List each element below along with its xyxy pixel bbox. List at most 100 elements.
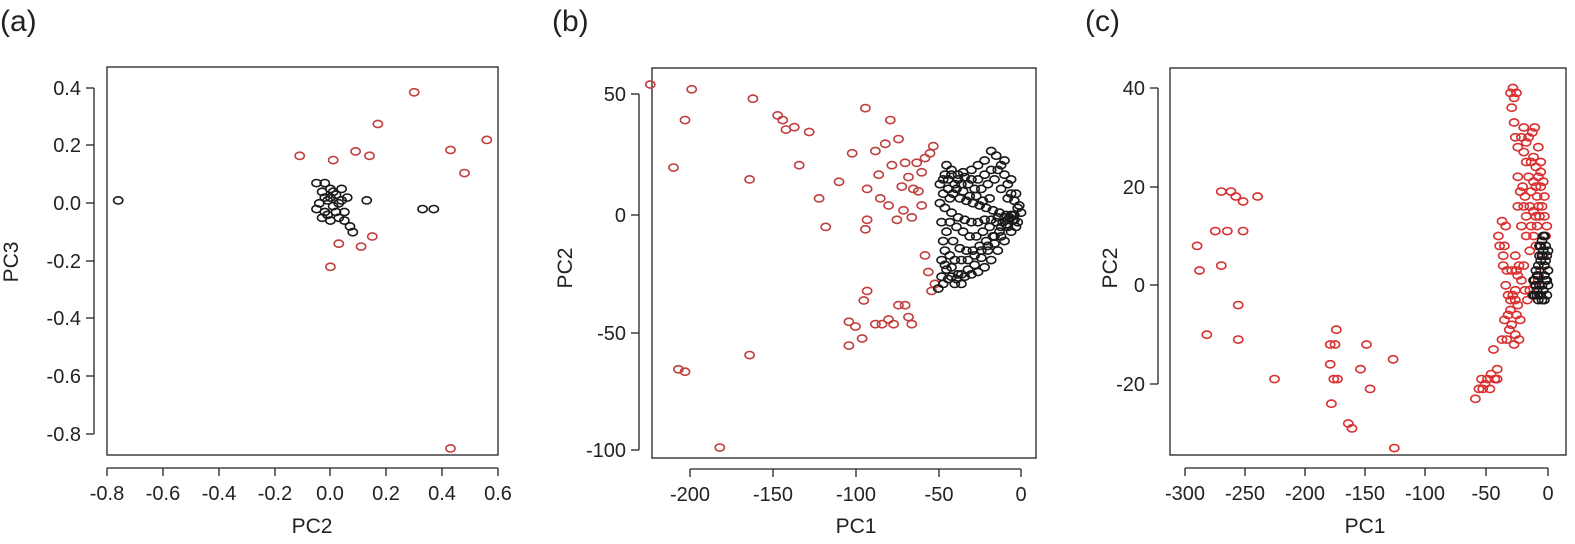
y-tick-label: -0.6	[47, 366, 81, 388]
data-point	[903, 312, 914, 322]
data-point	[1518, 261, 1530, 270]
data-point	[327, 155, 339, 165]
data-point	[1496, 335, 1508, 344]
data-point	[977, 227, 989, 237]
data-point	[1528, 152, 1539, 162]
data-point	[1230, 192, 1242, 201]
data-point	[1512, 201, 1524, 211]
data-point	[984, 193, 995, 203]
data-point	[1506, 103, 1518, 113]
data-point	[1516, 275, 1527, 285]
data-point	[937, 236, 949, 246]
data-point	[893, 134, 904, 144]
data-point	[995, 160, 1007, 170]
data-point	[1525, 221, 1537, 231]
data-point	[985, 255, 997, 265]
data-point	[686, 84, 698, 94]
data-point	[311, 204, 322, 214]
data-point	[1516, 132, 1527, 142]
panel-b: (b) -200 -150 -100 -50 0 50 0 -50 -100 PC1 PC2	[552, 5, 1037, 538]
y-tick-label: 40	[1123, 78, 1145, 100]
data-point	[1237, 197, 1249, 206]
data-point	[891, 215, 903, 225]
data-point	[990, 151, 1002, 161]
x-tick-label: -50	[925, 484, 954, 506]
data-point	[1534, 211, 1545, 221]
data-point	[803, 127, 815, 137]
data-point	[1329, 340, 1341, 349]
data-point	[946, 208, 957, 218]
data-point	[972, 267, 984, 277]
data-point	[916, 201, 928, 210]
x-tick-label: 0.6	[484, 483, 512, 505]
series-red	[644, 80, 941, 452]
data-point	[813, 193, 825, 203]
data-point	[1194, 266, 1205, 275]
series-black	[932, 146, 1027, 293]
data-point	[364, 151, 375, 161]
x-tick-label: -300	[1165, 483, 1205, 505]
plot-frame	[651, 67, 1037, 459]
data-point	[873, 170, 885, 180]
data-point	[936, 217, 947, 227]
data-point	[1535, 167, 1547, 177]
data-point	[969, 250, 981, 260]
panel-label: (c)	[1085, 5, 1120, 38]
y-tick-label: -50	[597, 323, 626, 345]
series-black	[112, 178, 440, 237]
data-point	[959, 215, 971, 225]
data-point	[1501, 335, 1513, 344]
data-point	[1509, 251, 1521, 261]
data-point	[1518, 123, 1530, 132]
data-point	[777, 115, 789, 125]
data-point	[957, 186, 969, 196]
data-point	[1535, 182, 1547, 192]
data-point	[294, 151, 306, 161]
data-point	[1531, 192, 1543, 201]
data-point	[984, 222, 995, 232]
x-tick-label: 0.0	[316, 483, 344, 505]
data-point	[926, 286, 937, 296]
data-point	[919, 250, 931, 260]
data-point	[1520, 211, 1532, 221]
data-point	[341, 193, 353, 202]
data-point	[1518, 147, 1530, 157]
x-tick-label: -50	[1472, 483, 1501, 505]
data-point	[1528, 275, 1539, 285]
data-point	[987, 205, 999, 215]
data-point	[1013, 201, 1025, 210]
data-point	[999, 156, 1010, 165]
plot-frame	[1169, 67, 1567, 456]
data-point	[954, 193, 966, 203]
data-point	[1532, 261, 1544, 270]
data-point	[1506, 320, 1518, 330]
data-point	[989, 174, 1000, 184]
x-tick-label: -200	[670, 484, 710, 506]
data-point	[1539, 192, 1550, 201]
data-point	[967, 198, 979, 208]
data-point	[966, 269, 977, 279]
data-point	[979, 170, 990, 180]
y-tick-label: 0.2	[53, 135, 81, 157]
data-point	[112, 195, 124, 205]
data-point	[946, 170, 957, 180]
data-point	[408, 87, 420, 97]
data-point	[1508, 93, 1520, 103]
data-point	[1512, 142, 1524, 152]
data-point	[899, 300, 911, 310]
data-point	[846, 148, 858, 158]
x-axis-title: PC1	[836, 515, 877, 538]
data-point	[995, 231, 1007, 241]
data-point	[1539, 231, 1550, 241]
data-point	[1539, 271, 1550, 280]
data-point	[924, 148, 936, 158]
data-point	[966, 165, 977, 175]
x-tick-label: -250	[1225, 483, 1265, 505]
data-point	[952, 212, 964, 222]
data-point	[1509, 295, 1521, 305]
y-tick-label: 0.0	[53, 193, 81, 215]
data-point	[860, 224, 871, 234]
data-point	[1005, 189, 1017, 199]
data-point	[428, 204, 440, 214]
